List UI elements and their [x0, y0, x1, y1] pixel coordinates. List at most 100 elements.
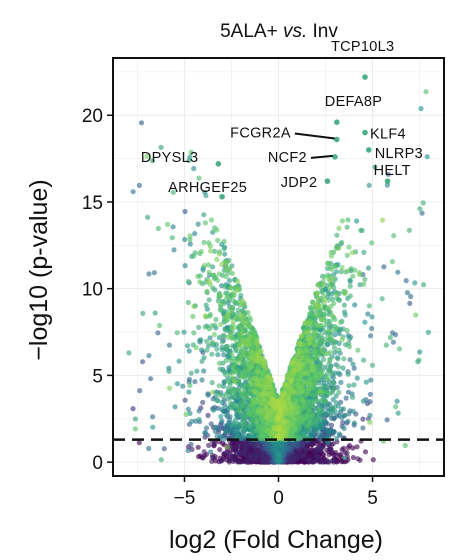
data-point	[342, 312, 348, 318]
data-point	[256, 453, 262, 459]
data-point	[192, 230, 198, 237]
data-point	[350, 454, 356, 461]
data-point	[187, 382, 193, 388]
data-point	[329, 370, 335, 376]
data-point	[339, 218, 345, 224]
data-point	[176, 358, 182, 364]
data-point	[310, 411, 316, 417]
data-point	[327, 447, 334, 453]
data-point	[188, 370, 194, 376]
data-point	[205, 412, 211, 418]
data-point	[186, 348, 192, 354]
data-point	[349, 394, 356, 400]
data-point	[385, 171, 391, 177]
data-point	[344, 252, 350, 258]
data-point	[277, 444, 283, 450]
data-point	[219, 339, 225, 345]
data-point	[189, 418, 195, 424]
data-point	[420, 200, 426, 206]
data-point	[402, 442, 408, 449]
data-point	[381, 264, 387, 270]
data-point	[199, 347, 205, 353]
data-point	[152, 310, 158, 316]
data-point	[276, 452, 282, 458]
data-point	[148, 376, 154, 382]
data-point	[223, 357, 229, 364]
data-point	[325, 328, 331, 334]
data-point	[227, 417, 233, 423]
data-point	[211, 332, 217, 338]
data-point	[305, 421, 311, 428]
data-point	[362, 319, 368, 325]
data-point	[327, 401, 333, 407]
data-point	[417, 349, 423, 355]
data-point	[330, 396, 336, 403]
data-point	[171, 247, 177, 253]
data-point	[404, 290, 410, 296]
data-point	[220, 408, 226, 414]
data-point	[199, 358, 205, 364]
data-point	[235, 412, 241, 418]
data-point	[208, 341, 215, 347]
data-point	[195, 221, 201, 227]
data-point	[331, 457, 337, 463]
chart-title: 5ALA+ vs. Inv	[220, 21, 338, 42]
data-point	[408, 293, 414, 300]
data-point	[254, 417, 260, 423]
data-point	[132, 426, 138, 432]
data-point	[343, 395, 349, 401]
data-point	[315, 426, 321, 432]
data-point	[325, 260, 331, 266]
data-point	[366, 182, 372, 188]
data-point	[329, 406, 335, 412]
data-point	[218, 433, 224, 440]
data-point	[355, 456, 361, 462]
data-point	[158, 144, 164, 150]
data-point	[230, 422, 237, 428]
data-point	[182, 397, 188, 403]
data-point	[350, 361, 356, 367]
data-point	[369, 362, 376, 368]
title-part-2: vs.	[283, 21, 307, 42]
data-point	[182, 263, 188, 269]
data-point	[369, 314, 375, 320]
data-point	[137, 388, 143, 394]
data-point	[185, 299, 191, 306]
data-point	[222, 284, 228, 290]
data-point	[297, 434, 303, 441]
data-point	[305, 400, 311, 406]
data-point	[246, 314, 252, 320]
data-point	[365, 265, 372, 271]
data-point	[346, 244, 352, 250]
data-point	[206, 269, 212, 275]
data-point	[155, 330, 161, 336]
data-point	[196, 416, 202, 422]
data-point	[362, 276, 368, 283]
data-point	[155, 225, 161, 232]
data-point	[235, 459, 241, 465]
data-point	[181, 329, 187, 335]
data-point	[333, 291, 339, 297]
data-point	[313, 392, 319, 399]
data-point	[330, 386, 337, 392]
data-point	[243, 441, 249, 447]
data-point	[361, 249, 367, 255]
data-point	[225, 344, 231, 350]
data-point	[228, 400, 234, 406]
data-point	[369, 240, 375, 246]
data-point	[221, 238, 227, 245]
data-point	[412, 280, 418, 286]
data-point	[204, 288, 210, 294]
data-point	[218, 413, 224, 420]
data-point	[204, 347, 210, 353]
data-point	[249, 434, 256, 440]
data-point	[223, 428, 229, 434]
data-point	[289, 432, 295, 438]
data-point	[333, 393, 339, 399]
data-point	[245, 309, 251, 316]
data-point	[212, 248, 218, 254]
data-point	[311, 398, 317, 404]
data-point	[222, 327, 229, 333]
data-point	[354, 444, 360, 450]
data-point	[223, 392, 229, 398]
